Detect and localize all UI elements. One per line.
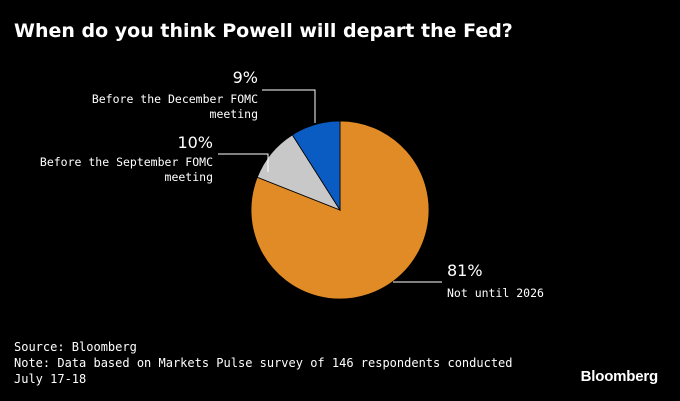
leader-line-before-the-december-fomc-meeting: [262, 89, 316, 123]
value-label-before-the-december-fomc-meeting: 9%: [233, 68, 258, 87]
bloomberg-logo: Bloomberg: [580, 368, 659, 385]
survey-note-line-1: Note: Data based on Markets Pulse survey…: [14, 356, 513, 370]
category-label-not-until-2026-line-1: Not until 2026: [447, 286, 544, 300]
value-label-not-until-2026: 81%: [447, 261, 483, 280]
category-label-before-the-december-fomc-meeting-line-1: Before the December FOMC: [92, 92, 258, 106]
chart-title: When do you think Powell will depart the…: [14, 20, 513, 42]
source-note: Source: Bloomberg: [14, 340, 137, 354]
category-label-before-the-september-fomc-meeting-line-2: meeting: [165, 170, 213, 184]
category-label-before-the-december-fomc-meeting-line-2: meeting: [210, 107, 258, 121]
survey-note-line-2: July 17-18: [14, 372, 87, 386]
leader-line-before-the-september-fomc-meeting: [218, 153, 269, 172]
value-label-before-the-september-fomc-meeting: 10%: [177, 133, 213, 152]
chart-footer: Source: Bloomberg Note: Data based on Ma…: [14, 339, 513, 387]
category-label-before-the-september-fomc-meeting-line-1: Before the September FOMC: [40, 155, 213, 169]
pie-slice-before-the-december-fomc-meeting: [291, 120, 341, 212]
